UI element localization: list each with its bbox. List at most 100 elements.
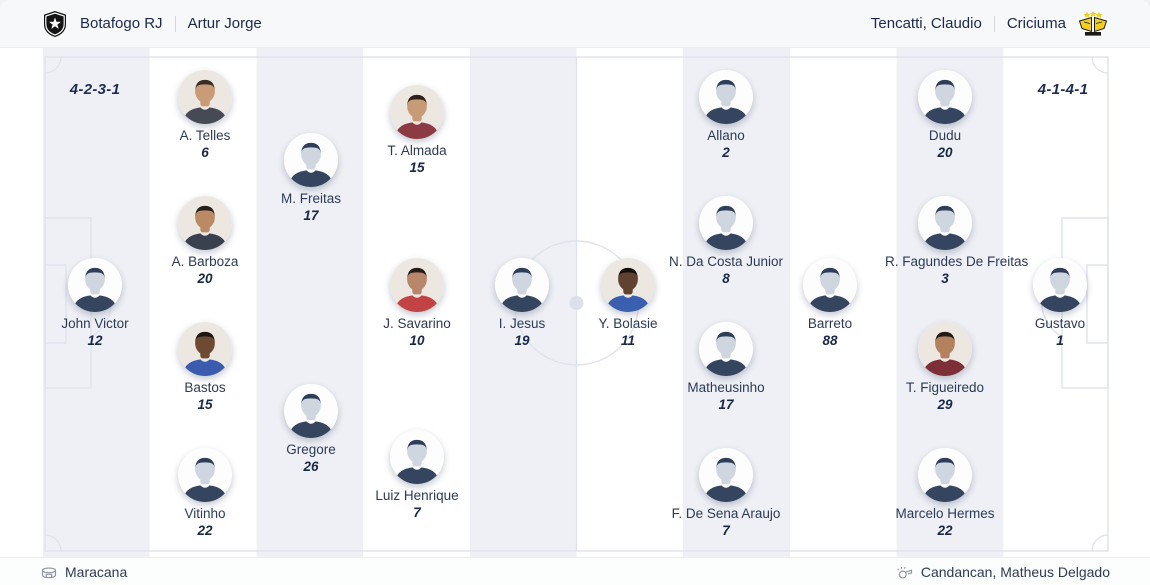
player-name: Matheusinho (687, 380, 765, 395)
player[interactable]: A. Barboza 20 (145, 196, 265, 287)
stadium-icon (41, 566, 57, 578)
player-avatar (918, 448, 972, 502)
player-avatar (699, 448, 753, 502)
player[interactable]: T. Figueiredo 29 (885, 322, 1005, 413)
player-avatar (390, 258, 444, 312)
footer-bar: Maracana Candancan, Matheus Delgado (0, 557, 1150, 585)
player[interactable]: R. Fagundes De Freitas 3 (885, 196, 1029, 287)
player[interactable]: Y. Bolasie 11 (568, 258, 688, 349)
player[interactable]: Matheusinho 17 (666, 322, 786, 413)
away-team-header[interactable]: Tencatti, Claudio Criciuma (871, 10, 1108, 37)
player[interactable]: Vitinho 22 (145, 448, 265, 539)
player[interactable]: Bastos 15 (145, 322, 265, 413)
player-avatar (178, 322, 232, 376)
separator (174, 15, 176, 32)
separator (993, 15, 995, 32)
player-avatar (699, 196, 753, 250)
player[interactable]: Luiz Henrique 7 (357, 430, 477, 521)
player-avatar (918, 322, 972, 376)
player[interactable]: Barreto 88 (770, 258, 890, 349)
player[interactable]: John Victor 12 (35, 258, 155, 349)
player-avatar (284, 133, 338, 187)
player[interactable]: I. Jesus 19 (462, 258, 582, 349)
player-name: A. Telles (179, 128, 231, 143)
player[interactable]: F. De Sena Araujo 7 (666, 448, 786, 539)
venue-name: Maracana (65, 563, 128, 580)
player-name: I. Jesus (498, 316, 546, 331)
player-name: Vitinho (184, 506, 226, 521)
formation-label-away: 4-1-4-1 (1037, 81, 1089, 98)
player-number: 88 (822, 333, 838, 348)
header-bar: Botafogo RJ Artur Jorge Tencatti, Claudi… (0, 0, 1150, 48)
player[interactable]: T. Almada 15 (357, 85, 477, 176)
player-name: Barreto (807, 316, 853, 331)
player-avatar (178, 196, 232, 250)
player-avatar (699, 322, 753, 376)
player-name: T. Figueiredo (905, 380, 985, 395)
player-avatar (390, 430, 444, 484)
player-number: 26 (303, 459, 319, 474)
player-number: 11 (620, 333, 635, 348)
player[interactable]: Gregore 26 (251, 384, 371, 475)
player-number: 6 (201, 145, 209, 160)
player[interactable]: J. Savarino 10 (357, 258, 477, 349)
player-avatar (178, 448, 232, 502)
player-number: 17 (718, 397, 734, 412)
player-avatar (284, 384, 338, 438)
player-number: 29 (937, 397, 953, 412)
player-name: Dudu (928, 128, 962, 143)
player-name: J. Savarino (383, 316, 451, 331)
player-avatar (918, 196, 972, 250)
player-number: 15 (409, 160, 425, 175)
player-name: Bastos (184, 380, 226, 395)
player-name: Gustavo (1034, 316, 1086, 331)
criciuma-crest-icon (1078, 10, 1108, 37)
player-name: M. Freitas (280, 191, 341, 206)
pitch: 4-2-3-1 4-1-4-1 John Victor 12 A. Telles… (43, 48, 1110, 557)
player-number: 22 (197, 523, 213, 538)
player-number: 19 (514, 333, 530, 348)
player-avatar (601, 258, 655, 312)
player-number: 7 (413, 505, 421, 520)
player[interactable]: Dudu 20 (885, 70, 1005, 161)
player-avatar (803, 258, 857, 312)
player[interactable]: N. Da Costa Junior 8 (666, 196, 786, 287)
player-number: 12 (87, 333, 103, 348)
player-number: 3 (941, 271, 949, 286)
player-name: John Victor (61, 316, 129, 331)
player-number: 20 (937, 145, 953, 160)
player[interactable]: Gustavo 1 (1000, 258, 1120, 349)
home-team-header[interactable]: Botafogo RJ Artur Jorge (42, 10, 262, 38)
away-manager-name: Tencatti, Claudio (870, 15, 982, 32)
player-number: 15 (197, 397, 213, 412)
player[interactable]: M. Freitas 17 (251, 133, 371, 224)
player-name: Luiz Henrique (375, 488, 459, 503)
player-name: F. De Sena Araujo (671, 506, 781, 521)
player-avatar (390, 85, 444, 139)
player[interactable]: Marcelo Hermes 22 (885, 448, 1005, 539)
player-avatar (178, 70, 232, 124)
whistle-icon (897, 566, 912, 579)
player-number: 17 (303, 208, 319, 223)
referee: Candancan, Matheus Delgado (896, 563, 1110, 581)
player-number: 7 (722, 523, 730, 538)
player-number: 20 (197, 271, 213, 286)
player-name: T. Almada (387, 143, 447, 158)
player-name: Marcelo Hermes (895, 506, 995, 521)
botafogo-crest-icon (42, 10, 68, 38)
player-avatar (1033, 258, 1087, 312)
player-avatar (495, 258, 549, 312)
formation-label-home: 4-2-3-1 (69, 81, 121, 98)
home-manager-name: Artur Jorge (187, 15, 262, 32)
referee-name: Candancan, Matheus Delgado (920, 563, 1110, 580)
player-avatar (699, 70, 753, 124)
player-number: 10 (409, 333, 425, 348)
player-name: R. Fagundes De Freitas (885, 254, 1029, 269)
player-name: Y. Bolasie (598, 316, 658, 331)
player-number: 2 (722, 145, 730, 160)
player[interactable]: Allano 2 (666, 70, 786, 161)
venue: Maracana (40, 563, 127, 581)
player[interactable]: A. Telles 6 (145, 70, 265, 161)
player-number: 1 (1056, 333, 1064, 348)
player-name: Gregore (286, 442, 336, 457)
